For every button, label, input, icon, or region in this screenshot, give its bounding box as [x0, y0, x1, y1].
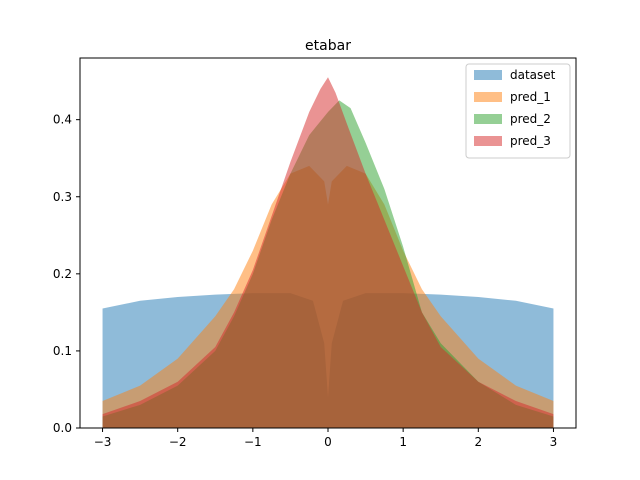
x-axis: −3 −2 −1 0 1 2 3: [94, 428, 558, 449]
x-tick-label: 1: [399, 435, 407, 449]
y-tick-label: 0.4: [53, 113, 72, 127]
area-pred_3: [102, 77, 554, 429]
y-tick-label: 0.1: [53, 344, 72, 358]
plot-area: [102, 77, 554, 429]
y-tick-label: 0.0: [53, 421, 72, 435]
x-tick-label: −3: [94, 435, 112, 449]
x-tick-label: 0: [324, 435, 332, 449]
y-tick-label: 0.3: [53, 190, 72, 204]
x-tick-label: 3: [550, 435, 558, 449]
legend-label-dataset: dataset: [510, 68, 556, 82]
y-axis: 0.0 0.1 0.2 0.3 0.4: [53, 113, 80, 435]
x-tick-label: 2: [474, 435, 482, 449]
chart-title: etabar: [305, 38, 351, 54]
legend-label-pred_2: pred_2: [510, 112, 551, 126]
y-tick-label: 0.2: [53, 267, 72, 281]
x-tick-label: −1: [244, 435, 262, 449]
legend-swatch-dataset: [474, 70, 502, 80]
legend-swatch-pred_1: [474, 92, 502, 102]
legend-swatch-pred_3: [474, 136, 502, 146]
x-tick-label: −2: [169, 435, 187, 449]
legend-label-pred_1: pred_1: [510, 90, 551, 104]
legend: dataset pred_1 pred_2 pred_3: [465, 63, 571, 159]
legend-swatch-pred_2: [474, 114, 502, 124]
series-pred_3: [102, 77, 554, 429]
legend-label-pred_3: pred_3: [510, 134, 551, 148]
legend-box: [465, 63, 571, 159]
